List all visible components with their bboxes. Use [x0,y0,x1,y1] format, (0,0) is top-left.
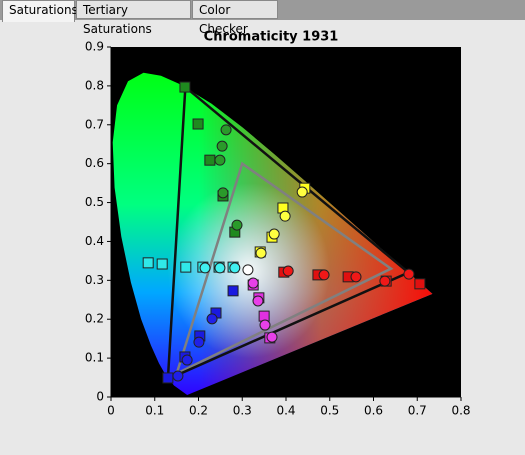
target-marker [156,258,168,270]
y-tick-label: 0.5 [85,195,104,209]
measured-marker [199,262,211,274]
target-marker [414,278,426,290]
measured-marker [217,187,229,199]
x-tick-label: 0.5 [320,404,339,418]
tab-strip: Saturations Tertiary Saturations Color C… [0,0,525,36]
x-tick-label: 0.1 [145,404,164,418]
x-tick-label: 0.2 [189,404,208,418]
target-marker [258,310,270,322]
measured-marker [252,295,264,307]
measured-marker [318,269,330,281]
measured-marker [279,210,291,222]
measured-marker [268,228,280,240]
measured-marker [259,319,271,331]
target-marker [142,257,154,269]
measured-marker [220,124,232,136]
target-marker [162,372,174,384]
measured-marker [403,268,415,280]
target-marker [180,261,192,273]
measured-marker [172,370,184,382]
y-tick-label: 0.9 [85,40,104,54]
measured-marker [242,264,254,276]
measured-marker [229,262,241,274]
y-tick-label: 0.1 [85,351,104,365]
measured-marker [193,336,205,348]
target-marker [204,154,216,166]
target-marker [192,118,204,130]
y-tick-label: 0.2 [85,312,104,326]
target-marker [227,285,239,297]
measured-marker [350,271,362,283]
tab[interactable]: Saturations [2,0,78,22]
x-tick-label: 0.3 [233,404,252,418]
chart-title: Chromaticity 1931 [204,30,339,45]
tab[interactable]: Tertiary Saturations [76,0,191,36]
y-tick-label: 0.3 [85,273,104,287]
measured-marker [214,262,226,274]
x-tick-label: 0.7 [408,404,427,418]
y-tick-label: 0 [96,390,104,404]
y-tick-label: 0.8 [85,78,104,92]
target-marker [179,81,191,93]
measured-marker [206,313,218,325]
measured-marker [296,186,308,198]
y-tick-label: 0.7 [85,117,104,131]
measured-marker [216,140,228,152]
measured-marker [379,275,391,287]
measured-marker [231,219,243,231]
x-tick-label: 0 [107,404,115,418]
y-tick-label: 0.6 [85,156,104,170]
measured-marker [255,247,267,259]
measured-marker [266,331,278,343]
measured-marker [214,154,226,166]
y-tick-label: 0.4 [85,234,104,248]
x-tick-label: 0.8 [451,404,470,418]
measured-marker [282,265,294,277]
x-tick-label: 0.6 [364,404,383,418]
measured-marker [247,277,259,289]
measured-marker [181,354,193,366]
tab[interactable]: Color Checker [192,0,278,36]
gamut-triangle [166,84,411,382]
x-tick-label: 0.4 [276,404,295,418]
